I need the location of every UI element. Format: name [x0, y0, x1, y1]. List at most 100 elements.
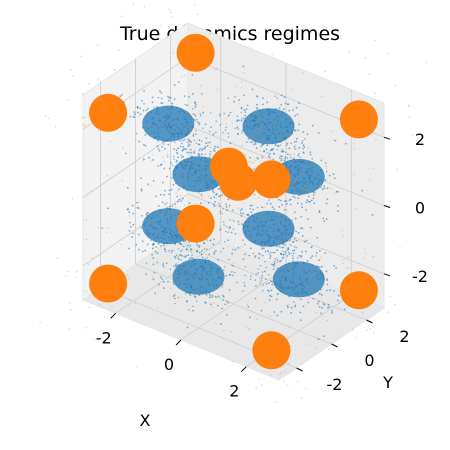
series-point — [217, 202, 220, 205]
series-point — [162, 287, 165, 289]
series-point — [134, 113, 136, 115]
series-point — [189, 166, 192, 169]
series-point — [167, 130, 170, 133]
series-point — [166, 155, 169, 158]
series-point — [64, 274, 67, 277]
series-point — [171, 234, 174, 237]
series-point — [242, 65, 245, 68]
series-point — [326, 187, 329, 190]
series-point — [85, 238, 88, 241]
series-point — [353, 173, 356, 176]
series-point — [326, 170, 328, 173]
series-point — [372, 167, 375, 170]
series-point — [275, 137, 277, 140]
series-point — [251, 214, 253, 217]
series-point — [185, 274, 188, 276]
series-point — [252, 120, 255, 122]
series-point — [215, 280, 217, 282]
series-point — [137, 207, 140, 210]
series-point — [174, 214, 176, 216]
series-point — [189, 140, 191, 142]
series-point — [180, 133, 183, 136]
series-point — [202, 147, 205, 150]
series-point — [326, 198, 329, 201]
series-point — [269, 315, 272, 317]
series-point — [328, 348, 331, 350]
series-point — [287, 384, 289, 386]
series-point — [161, 201, 164, 204]
series-point — [297, 129, 300, 132]
series-point — [193, 120, 196, 123]
series-point — [218, 269, 220, 271]
series-point — [163, 143, 165, 145]
series-point — [258, 196, 260, 199]
series-point — [304, 187, 307, 190]
series-point — [203, 176, 206, 179]
series-point — [166, 175, 168, 178]
series-point — [162, 281, 165, 283]
series-point — [197, 13, 199, 16]
series-point — [347, 255, 350, 258]
series-point — [288, 269, 290, 271]
series-point — [336, 210, 339, 212]
series-point — [187, 144, 190, 147]
series-point — [99, 304, 101, 306]
series-point — [144, 249, 147, 252]
series-point — [153, 131, 156, 134]
series-point — [276, 215, 278, 218]
series-point — [256, 224, 259, 227]
series-point — [257, 126, 259, 129]
series-point — [133, 116, 136, 118]
series-point — [309, 151, 312, 154]
series-point — [161, 102, 164, 105]
series-point — [262, 240, 264, 243]
series-point — [191, 260, 194, 263]
series-point — [321, 95, 323, 97]
series-point — [162, 233, 165, 236]
series-point — [170, 162, 173, 164]
series-point — [274, 136, 276, 139]
series-point — [205, 278, 208, 280]
series-point — [213, 251, 216, 253]
series-point — [256, 232, 259, 235]
series-point — [156, 306, 159, 309]
series-point — [194, 114, 197, 117]
series-point — [192, 108, 194, 110]
series-point — [282, 275, 285, 278]
series-point — [268, 156, 271, 159]
series-point — [342, 235, 344, 238]
series-point — [226, 300, 228, 302]
series-point — [234, 96, 236, 98]
series-point — [290, 165, 293, 167]
series-point — [284, 370, 287, 373]
z-tick-label: 0 — [415, 199, 425, 218]
series-point — [257, 284, 260, 286]
series-point — [301, 227, 304, 230]
series-point — [295, 140, 298, 143]
series-point — [180, 272, 183, 274]
series-point — [268, 290, 270, 293]
series-point — [173, 136, 176, 138]
series-point — [159, 24, 162, 27]
series-point — [90, 190, 93, 192]
series-point — [200, 149, 203, 151]
series-point — [181, 271, 183, 274]
series-point — [296, 180, 299, 183]
series-point — [107, 227, 110, 229]
series-point — [245, 120, 247, 123]
series-point — [270, 251, 272, 254]
series-point — [266, 152, 269, 154]
series-point — [290, 279, 293, 281]
y-axis-label: Y — [382, 373, 393, 392]
series-point — [177, 132, 179, 135]
series-point — [220, 277, 223, 280]
series-point — [69, 302, 71, 304]
series-point — [193, 275, 196, 278]
series-point — [323, 304, 326, 306]
series-point — [265, 266, 267, 269]
series-point — [151, 153, 154, 156]
series-point — [205, 271, 208, 274]
series-point — [231, 274, 234, 277]
series-point — [195, 285, 198, 287]
series-point — [229, 219, 231, 221]
